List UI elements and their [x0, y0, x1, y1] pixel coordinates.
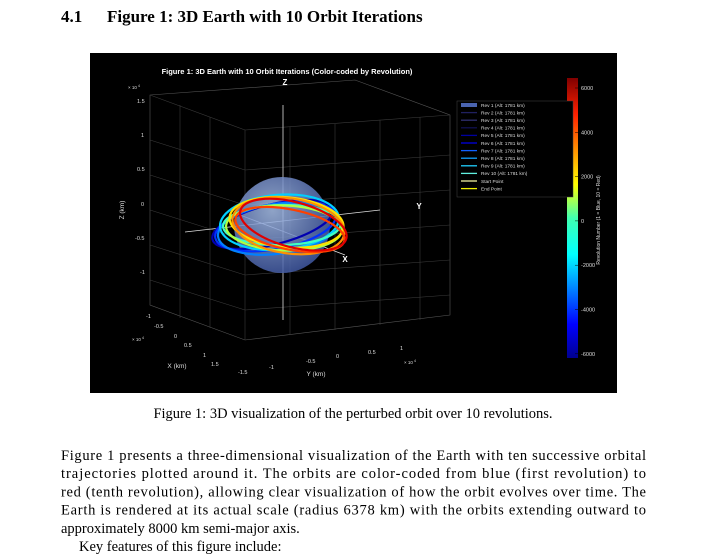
colorbar-tick-label: -6000 — [581, 352, 595, 358]
grid-line — [149, 244, 246, 276]
grid-line — [244, 294, 451, 311]
z-tick-label: 0 — [141, 202, 144, 208]
grid-line — [149, 174, 246, 206]
colorbar-tick-label: -2000 — [581, 263, 595, 269]
legend-label: End Point — [481, 186, 502, 192]
section-number: 4.1 — [61, 7, 82, 26]
legend-label: Rev 2 (Alt: 1781 km) — [481, 110, 525, 116]
x-letter: X — [342, 255, 348, 264]
y-letter: Y — [416, 202, 422, 211]
x-label: X (km) — [167, 363, 186, 370]
z-tick-label: -1 — [140, 270, 145, 276]
paragraph-line: trajectories plotted around it. The orbi… — [61, 466, 646, 482]
legend-label: Rev 9 (Alt: 1781 km) — [481, 164, 525, 170]
x-tick-label: 1 — [203, 353, 206, 359]
axis-exponent-power: 4 — [142, 336, 144, 340]
legend-label: Rev 6 (Alt: 1781 km) — [481, 141, 525, 147]
y-tick-label: -1 — [269, 365, 274, 371]
legend-label: Start Point — [481, 179, 504, 185]
axis-exponent: × 10 — [404, 360, 413, 365]
colorbar-tick-label: 0 — [581, 219, 584, 225]
x-tick-label: 0 — [174, 334, 177, 340]
x-tick-label: -0.5 — [154, 324, 163, 330]
grid-line — [244, 114, 451, 131]
legend-label: Rev 8 (Alt: 1781 km) — [481, 156, 525, 162]
axis-exponent: × 10 — [128, 85, 137, 90]
paragraph-line: Earth is rendered at its actual scale (r… — [61, 503, 646, 519]
figure-title: Figure 1: 3D Earth with 10 Orbit Iterati… — [162, 67, 413, 76]
z-label: Z (km) — [119, 201, 126, 220]
axis-exponent-power: 4 — [414, 359, 416, 363]
axes-grid — [149, 79, 451, 341]
grid-line — [244, 154, 451, 171]
y-tick-label: 0.5 — [368, 350, 376, 356]
legend-label: Rev 1 (Alt: 1781 km) — [481, 103, 525, 109]
grid-line — [149, 139, 246, 171]
section-title: Figure 1: 3D Earth with 10 Orbit Iterati… — [107, 7, 423, 26]
z-letter: Z — [283, 78, 288, 87]
colorbar-tick-label: 2000 — [581, 175, 593, 181]
colorbar-tick-label: -4000 — [581, 308, 595, 314]
z-tick-label: 1.5 — [137, 99, 145, 105]
list-intro: Key features of this figure include: — [79, 539, 282, 555]
z-tick-label: 1 — [141, 133, 144, 139]
colorbar-tick-label: 6000 — [581, 86, 593, 92]
paragraph-line: red (tenth revolution), allowing clear v… — [61, 484, 646, 500]
legend-label: Rev 4 (Alt: 1781 km) — [481, 126, 525, 132]
colorbar-label: Revolution Number (1 = Blue, 10 = Red) — [596, 175, 602, 265]
orbit — [238, 197, 348, 252]
earth-sphere — [234, 177, 330, 273]
x-tick-label: -1 — [146, 314, 151, 320]
y-tick-label: -0.5 — [306, 359, 315, 365]
figure: Figure 1: 3D Earth with 10 Orbit Iterati… — [90, 53, 617, 393]
orbits — [211, 193, 348, 256]
colorbar — [567, 78, 578, 358]
legend-label: Rev 5 (Alt: 1781 km) — [481, 133, 525, 139]
z-tick-label: 0.5 — [137, 167, 145, 173]
colorbar-tick-label: 4000 — [581, 130, 593, 136]
axis-exponent-power: 4 — [138, 84, 140, 88]
figure-caption: Figure 1: 3D visualization of the pertur… — [153, 406, 552, 422]
grid-line — [149, 279, 246, 311]
y-tick-label: 0 — [336, 354, 339, 360]
legend-label: Rev 10 (Alt: 1781 km) — [481, 171, 528, 177]
x-tick-label: 1.5 — [211, 362, 219, 368]
axis-exponent: × 10 — [132, 337, 141, 342]
paragraph-line: approximately 8000 km semi-major axis. — [61, 521, 300, 537]
y-tick-label: -1.5 — [238, 370, 247, 376]
y-tick-label: 1 — [400, 346, 403, 352]
y-label: Y (km) — [306, 371, 325, 378]
paragraph: Figure 1 presents a three-dimensional vi… — [61, 448, 646, 537]
paragraph-line: Figure 1 presents a three-dimensional vi… — [61, 448, 646, 464]
legend-label: Rev 7 (Alt: 1781 km) — [481, 148, 525, 154]
z-tick-label: -0.5 — [135, 236, 144, 242]
grid-line — [149, 94, 246, 131]
x-tick-label: 0.5 — [184, 343, 192, 349]
legend-label: Rev 3 (Alt: 1781 km) — [481, 118, 525, 124]
axes-box — [149, 79, 451, 341]
